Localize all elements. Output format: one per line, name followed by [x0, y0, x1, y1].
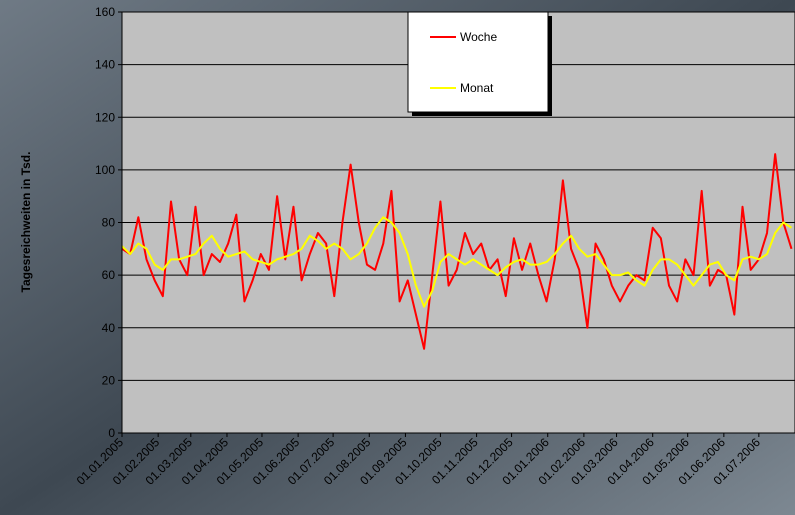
y-tick-label: 140	[95, 58, 115, 72]
y-tick-label: 120	[95, 110, 115, 124]
y-tick-label: 40	[102, 321, 116, 335]
y-tick-label: 60	[102, 268, 116, 282]
legend: Woche Monat	[408, 12, 552, 116]
y-tick-label: 160	[95, 5, 115, 19]
legend-label: Monat	[460, 81, 494, 95]
legend-label: Woche	[460, 30, 497, 44]
y-tick-label: 20	[102, 373, 116, 387]
y-tick-label: 80	[102, 216, 116, 230]
y-tick-label: 100	[95, 163, 115, 177]
page: Tagesreichweiten in Tsd. 020406080100120…	[0, 0, 795, 515]
chart: Tagesreichweiten in Tsd. 020406080100120…	[0, 0, 795, 515]
y-axis-title: Tagesreichweiten in Tsd.	[19, 152, 33, 293]
legend-box	[408, 12, 548, 112]
